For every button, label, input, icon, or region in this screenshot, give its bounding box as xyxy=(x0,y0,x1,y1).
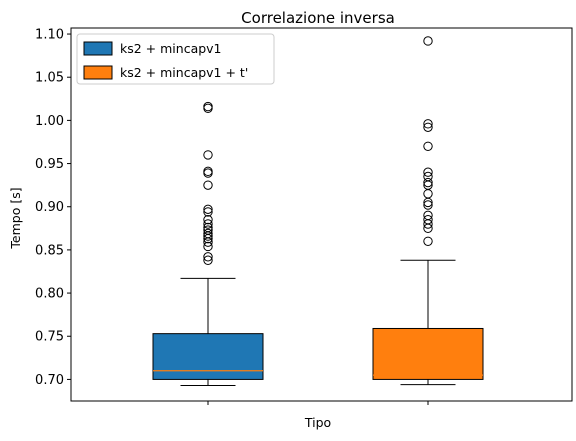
outlier-point xyxy=(423,236,433,246)
outlier-point xyxy=(423,36,433,46)
legend-label: ks2 + mincapv1 + t' xyxy=(120,65,248,80)
outlier-point xyxy=(203,219,213,229)
y-tick-label: 1.10 xyxy=(35,28,64,43)
y-tick-label: 1.05 xyxy=(35,71,64,86)
outlier-point xyxy=(203,214,213,225)
outlier-point xyxy=(423,210,433,221)
outlier-point xyxy=(203,252,213,262)
outlier-point xyxy=(203,241,213,252)
x-axis-label: Tipo xyxy=(304,415,331,430)
box-group-2 xyxy=(372,36,484,386)
outlier-point xyxy=(203,166,213,177)
legend-swatch xyxy=(83,41,113,56)
outlier-point xyxy=(423,119,433,129)
outlier-point xyxy=(203,225,213,235)
y-tick-label: 0.85 xyxy=(35,243,64,258)
outlier-point xyxy=(203,255,213,265)
outlier-point xyxy=(423,122,433,132)
outlier-point xyxy=(423,200,433,210)
legend: ks2 + mincapv1 ks2 + mincapv1 + t' xyxy=(76,33,275,85)
outlier-point xyxy=(203,204,213,215)
plot-frame xyxy=(70,27,573,402)
outlier-point xyxy=(423,214,433,225)
plot-area xyxy=(152,36,484,386)
x-axis xyxy=(207,401,429,405)
iqr-box xyxy=(372,327,484,380)
y-axis-label: Tempo [s] xyxy=(8,187,23,249)
y-axis: 0.70 0.75 0.80 0.85 0.90 0.95 1.00 1.05 1.10 xyxy=(35,28,71,388)
legend-frame xyxy=(76,33,275,85)
outlier-point xyxy=(423,171,433,182)
box-group-1 xyxy=(152,101,264,386)
iqr-box xyxy=(152,333,264,380)
outlier-point xyxy=(203,228,213,239)
outlier-point xyxy=(203,222,213,233)
legend-swatch xyxy=(83,65,113,80)
outlier-point xyxy=(423,167,433,177)
y-tick-label: 0.75 xyxy=(35,330,64,345)
chart-title: Correlazione inversa xyxy=(241,9,395,27)
y-tick-label: 0.80 xyxy=(35,287,64,302)
y-tick-label: 0.90 xyxy=(35,200,64,215)
outlier-point xyxy=(203,101,213,112)
y-tick-label: 0.70 xyxy=(35,373,64,388)
outlier-point xyxy=(203,150,213,160)
legend-label: ks2 + mincapv1 xyxy=(120,41,222,56)
outlier-point xyxy=(203,207,213,217)
outlier-point xyxy=(423,177,433,188)
y-tick-label: 0.95 xyxy=(35,157,64,172)
outlier-point xyxy=(423,141,433,151)
outlier-point xyxy=(203,180,213,190)
y-tick-label: 1.00 xyxy=(35,114,64,129)
